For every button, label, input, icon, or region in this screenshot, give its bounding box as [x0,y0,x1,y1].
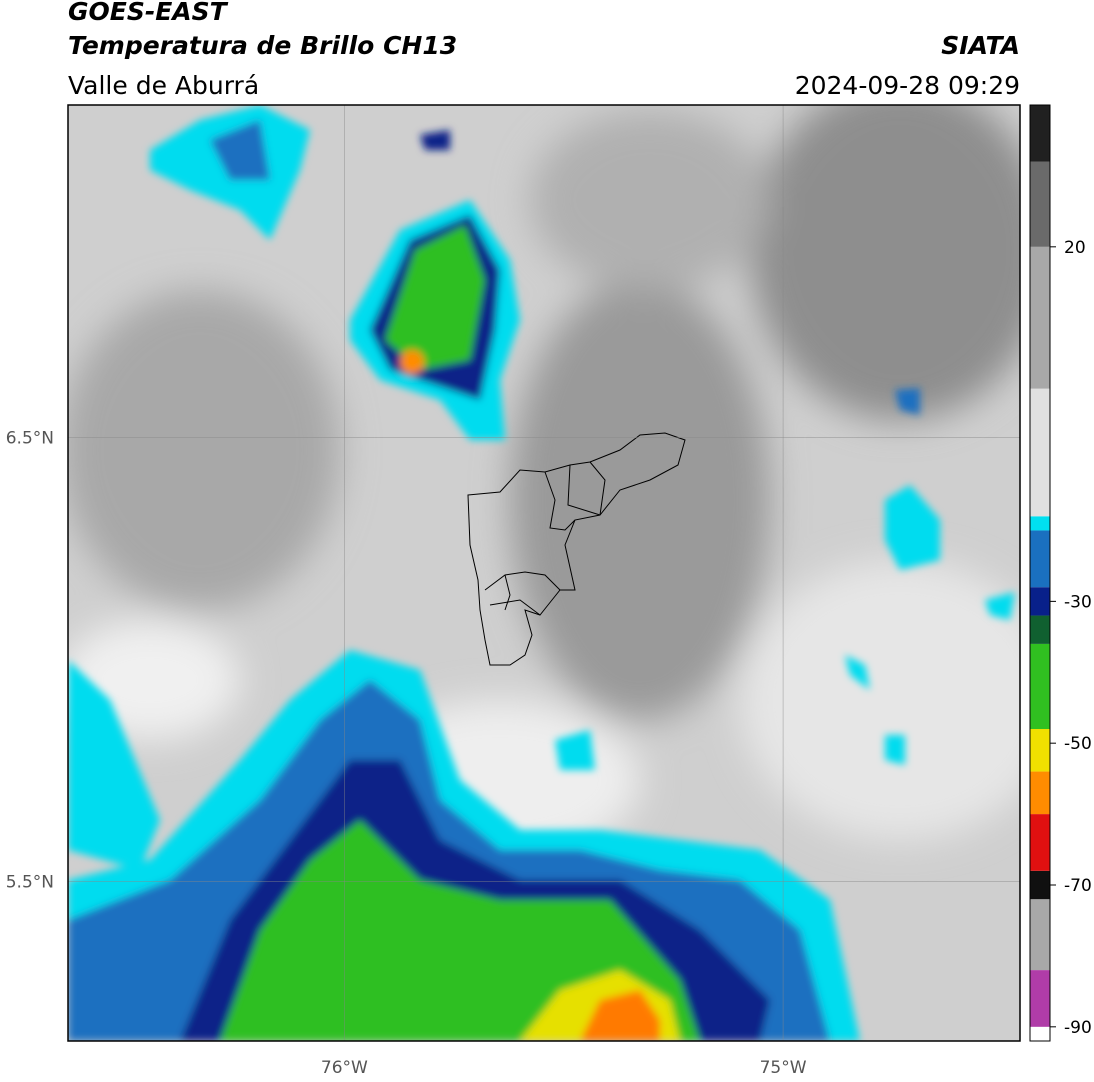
colorbar-tick-label: 20 [1064,238,1086,258]
colorbar-tick-label: -30 [1064,592,1092,612]
subtitle: Temperatura de Brillo CH13 [68,31,457,60]
municipal-boundaries [467,432,686,666]
map-frame [67,104,1021,1042]
colorbar-segment [1030,615,1050,644]
lon-tick-label: 76°W [321,1058,368,1078]
colorbar-segment [1030,970,1050,1027]
colorbar-tick-label: -50 [1064,734,1092,754]
colorbar-segment [1030,161,1050,247]
colorbar-segment [1030,105,1050,162]
colorbar-segment [1030,246,1050,389]
region: Valle de Aburrá [68,71,259,100]
timestamp: 2024-09-28 09:29 [795,71,1020,100]
lon-tick-label: 75°W [760,1058,807,1078]
source: SIATA [941,31,1020,60]
colorbar-segment [1030,530,1050,588]
colorbar-tick-label: -90 [1064,1018,1092,1038]
colorbar-segment [1030,516,1050,531]
colorbar-tick-label: -70 [1064,876,1092,896]
colorbar-segment [1030,729,1050,772]
colorbar: 20 -30 -50 -70 -90 [1030,105,1092,1041]
colorbar-segment [1030,1026,1050,1041]
graticule: 76°W 75°W 6.5°N 5.5°N [6,105,1020,1078]
colorbar-frame [1029,104,1051,1042]
lat-tick-label: 5.5°N [6,872,54,892]
colorbar-segment [1030,899,1050,971]
colorbar-segment [1030,814,1050,871]
lat-tick-label: 6.5°N [6,429,54,449]
title: GOES-EAST [68,0,229,26]
colorbar-segment [1030,587,1050,616]
colorbar-segment [1030,643,1050,729]
colorbar-segment [1030,388,1050,517]
colorbar-segment [1030,870,1050,900]
satellite-image [68,105,1020,1041]
colorbar-segment [1030,771,1050,815]
